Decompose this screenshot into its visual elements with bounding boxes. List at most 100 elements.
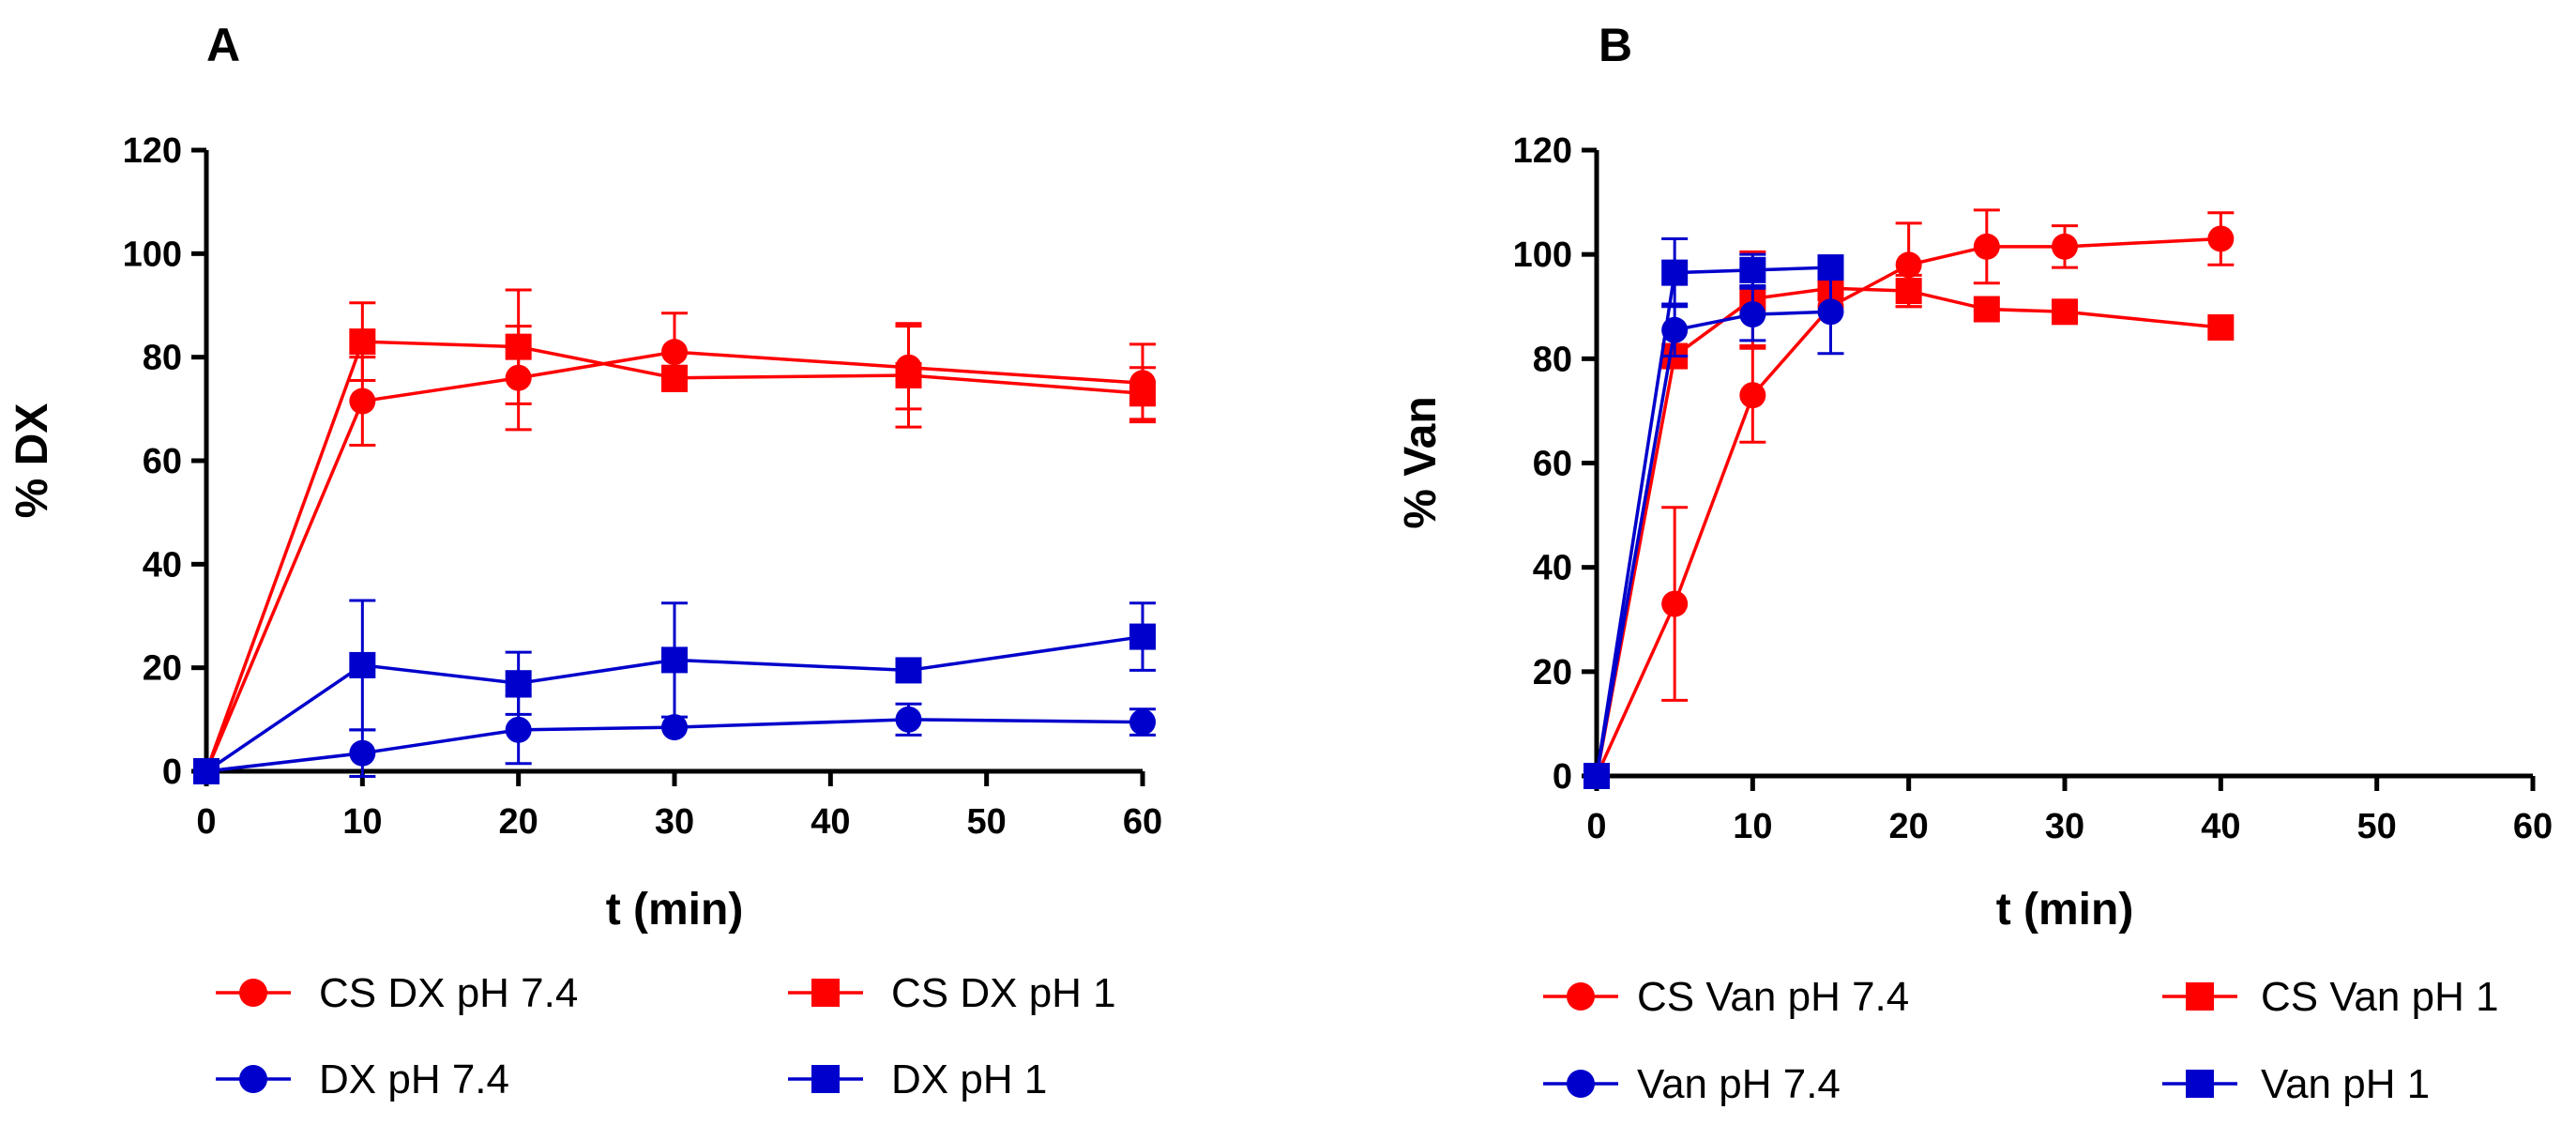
series-cs-dx-ph-1: [193, 288, 1156, 784]
legend-marker: [2186, 1070, 2214, 1098]
chart-panel-a: A 0 20 40 60 80 100 120 0 10 20 30 40 50 60 t (min) % DX…: [8, 19, 1162, 1102]
x-tick-label: 30: [655, 802, 694, 842]
x-tick-label: 10: [1733, 807, 1772, 846]
data-point: [1973, 233, 2000, 260]
data-point: [1129, 623, 1156, 650]
y-tick-label: 60: [1533, 445, 1572, 484]
data-point: [505, 333, 532, 360]
legend-entry: Van pH 7.4: [1543, 1061, 1841, 1107]
data-point: [505, 670, 532, 697]
data-point: [349, 739, 376, 767]
legend-marker: [239, 979, 267, 1007]
x-tick-label: 50: [967, 802, 1007, 842]
legend-entry: CS DX pH 7.4: [216, 970, 578, 1016]
data-point: [1817, 254, 1844, 281]
data-point: [2052, 233, 2078, 260]
legend-label: CS Van pH 1: [2261, 974, 2499, 1020]
y-tick-label: 0: [1553, 757, 1572, 797]
legend-entry: Van pH 1: [2162, 1061, 2430, 1107]
data-point: [1739, 256, 1766, 283]
x-tick-label: 20: [499, 802, 538, 842]
y-tick-label: 20: [143, 649, 182, 689]
series-line: [205, 340, 1144, 772]
series-van-ph-7-4: [1583, 268, 1844, 789]
x-tick-label: 0: [196, 802, 216, 842]
panel-label: B: [1599, 19, 1632, 71]
series-dx-ph-1: [193, 599, 1156, 784]
data-point: [895, 361, 922, 388]
legend-entry: DX pH 1: [788, 1057, 1047, 1102]
data-point: [349, 328, 376, 356]
data-point: [349, 388, 376, 415]
y-tick-label: 60: [143, 442, 182, 481]
data-point: [1661, 590, 1689, 617]
y-tick-label: 100: [123, 235, 182, 274]
legend-marker: [1567, 982, 1595, 1011]
legend-entry: CS Van pH 1: [2162, 974, 2499, 1020]
data-point: [1739, 301, 1766, 328]
series-line: [205, 718, 1144, 773]
y-tick-label: 40: [1533, 549, 1572, 588]
x-tick-label: 0: [1586, 807, 1606, 846]
y-tick-label: 120: [123, 131, 182, 171]
y-tick-label: 100: [1513, 236, 1572, 275]
data-point: [1583, 763, 1610, 789]
x-axis-title: t (min): [606, 885, 744, 935]
y-tick-label: 120: [1513, 131, 1572, 171]
data-point: [193, 758, 220, 784]
legend-label: DX pH 7.4: [319, 1057, 509, 1102]
series-line: [1595, 266, 1831, 777]
series-van-ph-1: [1583, 236, 1844, 789]
y-tick-label: 20: [1533, 653, 1572, 692]
x-tick-label: 40: [2201, 807, 2240, 846]
legend-label: Van pH 7.4: [1637, 1061, 1841, 1107]
data-point: [661, 339, 688, 366]
y-tick-label: 40: [143, 545, 182, 585]
chart-panel-b: B 0 20 40 60 80 100 120 0 10 20 30 40 50 60 t (min) % Va…: [1396, 19, 2553, 1107]
data-point: [1817, 298, 1844, 326]
y-axis-title: % DX: [8, 403, 57, 519]
data-point: [661, 364, 688, 391]
legend-marker: [811, 979, 840, 1007]
legend-label: CS DX pH 7.4: [319, 970, 578, 1016]
x-axis-title: t (min): [1996, 885, 2134, 935]
legend-marker: [811, 1065, 840, 1093]
series-line: [1595, 310, 1831, 777]
x-tick-label: 60: [2513, 807, 2553, 846]
legend-entry: DX pH 7.4: [216, 1057, 509, 1102]
legend-label: CS DX pH 1: [891, 970, 1116, 1016]
legend-label: DX pH 1: [891, 1057, 1047, 1102]
y-tick-label: 80: [143, 339, 182, 378]
x-tick-label: 20: [1889, 807, 1929, 846]
x-tick-label: 10: [342, 802, 382, 842]
data-point: [2207, 313, 2235, 341]
legend-marker: [1567, 1070, 1595, 1098]
data-point: [661, 646, 688, 674]
y-axis-title: % Van: [1396, 396, 1446, 528]
panel-label: A: [206, 19, 240, 71]
legend-marker: [2186, 982, 2214, 1011]
data-point: [1661, 259, 1689, 286]
data-point: [895, 657, 922, 684]
data-point: [1973, 296, 2000, 323]
series-line: [205, 350, 1144, 772]
legend-label: Van pH 1: [2261, 1061, 2430, 1107]
y-tick-label: 0: [162, 753, 182, 792]
series-line: [1595, 286, 2221, 777]
legend-entry: CS DX pH 1: [788, 970, 1116, 1016]
x-tick-label: 40: [811, 802, 850, 842]
data-point: [2052, 298, 2078, 326]
y-tick-label: 80: [1533, 340, 1572, 379]
x-tick-label: 50: [2357, 807, 2397, 846]
legend-entry: CS Van pH 7.4: [1543, 974, 1909, 1020]
data-point: [2207, 225, 2235, 252]
series-cs-van-ph-7-4: [1583, 208, 2235, 789]
data-point: [1895, 251, 1922, 279]
data-point: [1739, 382, 1766, 409]
data-point: [1895, 278, 1922, 305]
data-point: [895, 706, 922, 733]
legend-label: CS Van pH 7.4: [1637, 974, 1909, 1020]
x-tick-label: 60: [1123, 802, 1162, 842]
data-point: [1129, 380, 1156, 407]
